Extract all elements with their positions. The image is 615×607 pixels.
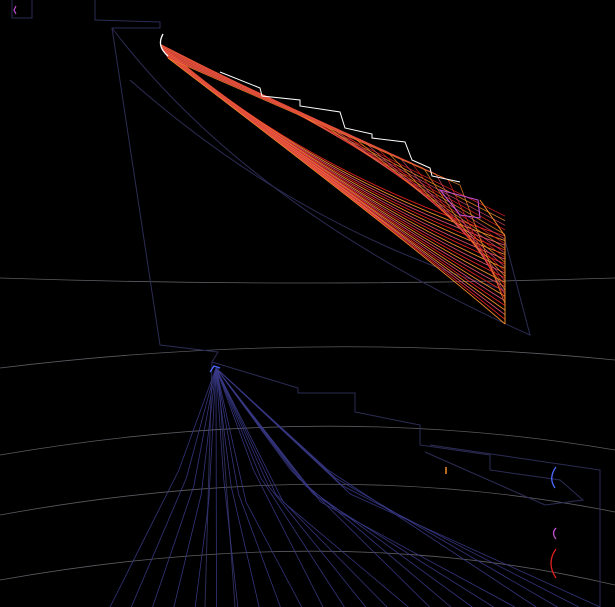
upper-ray-reflected bbox=[164, 51, 506, 268]
lower-ray bbox=[215, 367, 281, 607]
edge-details bbox=[13, 5, 557, 579]
grid-line-upper bbox=[0, 277, 615, 284]
magenta-lens-right bbox=[552, 527, 557, 540]
lower-ray bbox=[215, 367, 239, 607]
lower-ray bbox=[215, 367, 430, 607]
upper-ray bbox=[162, 48, 506, 269]
lower-ray-fan bbox=[109, 367, 601, 607]
lower-ray bbox=[215, 367, 303, 607]
grid-line-arc-1 bbox=[0, 346, 615, 369]
grid-line-arc-4 bbox=[0, 550, 615, 586]
white-step-edge bbox=[219, 71, 461, 183]
structure-outlines bbox=[11, 0, 601, 607]
lower-ray bbox=[215, 367, 409, 607]
lower-ray bbox=[215, 367, 601, 607]
lower-housing-outline bbox=[211, 361, 585, 506]
upper-ray bbox=[167, 57, 506, 325]
upper-ray bbox=[163, 50, 506, 279]
upper-ray-reflected bbox=[164, 52, 506, 272]
lower-ray bbox=[173, 367, 217, 607]
lower-ray bbox=[215, 367, 537, 607]
lower-ray bbox=[152, 367, 217, 607]
detector-stack-edge bbox=[479, 199, 506, 324]
blue-lens-right bbox=[551, 466, 557, 489]
upper-ray-reflected bbox=[163, 50, 506, 259]
lower-ray bbox=[215, 367, 388, 607]
lower-ray bbox=[130, 367, 217, 607]
top-left-magenta-mark bbox=[13, 5, 17, 15]
upper-housing-curve bbox=[111, 27, 531, 336]
red-lens-right bbox=[550, 548, 557, 579]
grid-lines bbox=[0, 277, 615, 586]
lower-ray bbox=[215, 367, 217, 607]
grid-line-arc-3 bbox=[0, 483, 615, 516]
upper-housing-inner-curve bbox=[129, 79, 506, 291]
lower-ray bbox=[215, 367, 452, 607]
lower-ray bbox=[194, 367, 217, 607]
blue-source-mark bbox=[209, 365, 221, 373]
lower-housing-side bbox=[429, 444, 601, 607]
lower-ray bbox=[215, 367, 515, 607]
upper-ray-reflected bbox=[164, 51, 506, 263]
upper-ray bbox=[162, 48, 506, 265]
magenta-detector bbox=[438, 189, 481, 219]
lower-ray bbox=[215, 367, 324, 607]
lower-ray bbox=[215, 367, 260, 607]
lower-ray bbox=[215, 367, 345, 607]
upper-ray bbox=[161, 47, 506, 260]
upper-ray-fan bbox=[159, 43, 506, 325]
grid-line-arc-2 bbox=[0, 425, 615, 456]
upper-ray-reflected bbox=[166, 54, 506, 286]
lower-ray bbox=[215, 367, 579, 607]
upper-ray-reflected bbox=[167, 57, 506, 305]
upper-housing-outline bbox=[11, 0, 219, 363]
lower-ray bbox=[215, 367, 367, 607]
lower-ray bbox=[109, 367, 217, 607]
upper-ray bbox=[163, 49, 506, 274]
white-lens-edge bbox=[159, 33, 169, 57]
